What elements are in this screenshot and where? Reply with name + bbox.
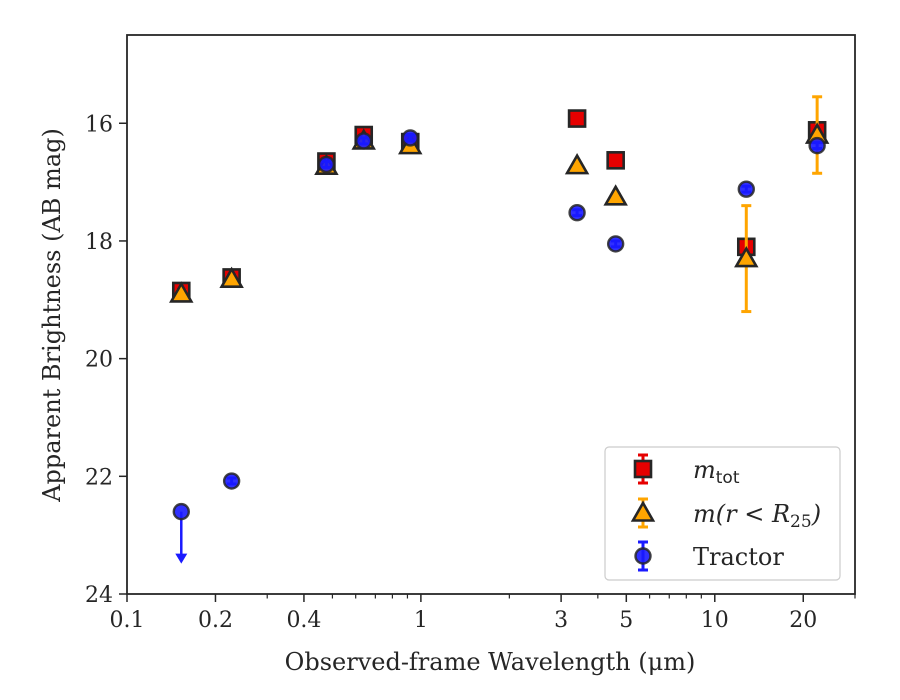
data-point-mr [169,281,194,303]
legend-label-mr: m(r < R25) [693,500,821,532]
marker-tractor [317,155,336,174]
marker-mr [564,153,590,175]
marker-mr [734,245,759,268]
legend-marker-tractor [634,547,652,565]
data-point-mr [734,204,759,314]
x-tick-label: 10 [701,608,729,633]
data-point-mr [564,153,590,175]
x-tick-label: 0.4 [286,608,321,633]
data-point-tractor [355,132,373,150]
x-tick-label: 3 [554,608,568,633]
data-point-tractor [737,180,755,198]
series-tractor [172,129,826,564]
x-tick-label: 5 [619,608,633,633]
upper-limit-arrowhead [175,553,188,564]
legend-entry-mr: m(r < R25) [630,497,821,532]
legend: mtot m(r < R25) Tractor [604,446,841,581]
plot-frame [126,34,856,595]
data-point-mr [603,184,628,206]
marker-mr [219,266,244,288]
y-tick-label: 16 [85,112,113,137]
marker-tractor [355,132,373,150]
plot-border [126,34,856,595]
legend-entry-tractor: Tractor [634,540,784,572]
data-point-mr [804,95,830,175]
x-tick-label: 20 [789,608,817,633]
data-point-tractor [317,155,336,174]
data-point-tractor [568,204,586,222]
data-point-tractor [606,235,625,253]
legend-marker-mtot [633,459,653,479]
data-point-mtot [567,109,587,128]
marker-mr [169,281,194,303]
data-point-tractor [172,502,190,564]
series-mtot [171,109,827,301]
series-mr [169,95,830,314]
legend-label-tractor: Tractor [693,543,784,571]
x-tick-label: 0.2 [198,608,233,633]
axis-ticks: 0.1 0.2 0.4 1 3 5 10 20 16 18 20 22 24 [85,112,856,633]
y-axis-label: Apparent Brightness (AB mag) [38,128,66,503]
x-tick-label: 1 [414,608,428,633]
marker-tractor [172,502,190,521]
marker-tractor [568,204,586,222]
marker-mr [603,184,628,206]
legend-marker-mr [630,500,656,522]
x-axis-label: Observed-frame Wavelength (μm) [285,648,696,676]
marker-mtot [606,151,625,170]
marker-tractor [401,129,419,147]
data-point-tractor [222,472,241,490]
legend-label-mtot: mtot [693,456,740,488]
marker-tractor [737,180,755,198]
marker-tractor [222,472,241,490]
data-point-tractor [401,129,419,147]
marker-mtot [567,109,587,128]
data-point-mr [219,266,244,288]
data-point-mtot [606,151,625,170]
data-point-tractor [808,136,826,155]
legend-box [604,446,841,581]
y-tick-label: 18 [85,230,113,255]
x-tick-label: 0.1 [110,608,145,633]
marker-tractor [808,136,826,155]
y-tick-label: 22 [85,465,113,490]
data-points [169,95,830,564]
marker-tractor [606,235,625,253]
y-tick-label: 24 [85,583,113,608]
legend-entry-mtot: mtot [633,453,740,488]
y-tick-label: 20 [85,348,113,373]
